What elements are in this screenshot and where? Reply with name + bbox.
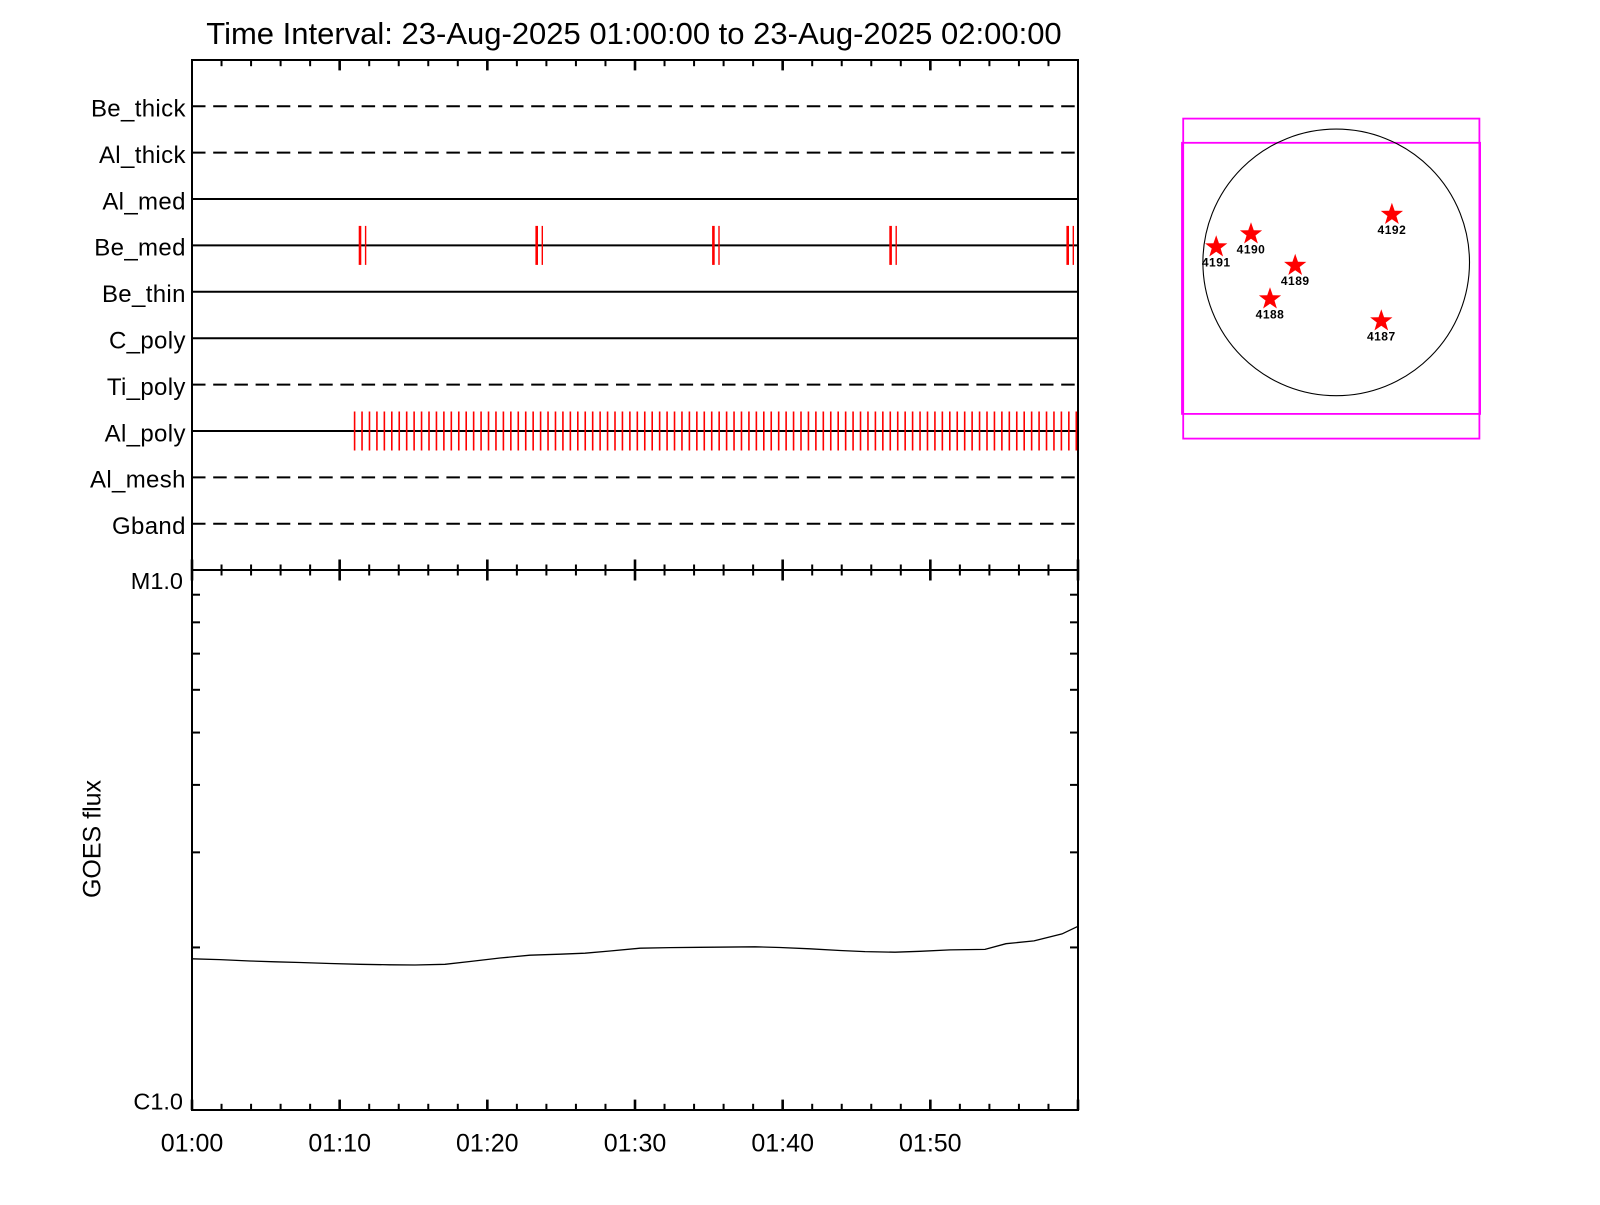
- svg-text:C_poly: C_poly: [109, 328, 186, 355]
- svg-text:Gband: Gband: [112, 513, 186, 540]
- svg-text:Be_thin: Be_thin: [102, 281, 186, 308]
- svg-text:Time Interval: 23-Aug-2025 01:: Time Interval: 23-Aug-2025 01:00:00 to 2…: [206, 16, 1061, 51]
- svg-text:Ti_poly: Ti_poly: [107, 374, 186, 401]
- svg-text:Al_poly: Al_poly: [105, 420, 186, 447]
- svg-text:01:10: 01:10: [308, 1130, 371, 1158]
- svg-text:01:00: 01:00: [161, 1130, 224, 1158]
- svg-text:01:30: 01:30: [604, 1130, 667, 1158]
- svg-text:Be_thick: Be_thick: [91, 96, 187, 123]
- svg-text:Al_thick: Al_thick: [99, 142, 186, 169]
- svg-text:M1.0: M1.0: [131, 568, 183, 594]
- svg-text:GOES flux: GOES flux: [79, 779, 107, 898]
- svg-text:01:20: 01:20: [456, 1130, 519, 1158]
- svg-text:4188: 4188: [1256, 308, 1285, 322]
- svg-text:01:50: 01:50: [899, 1130, 962, 1158]
- svg-text:C1.0: C1.0: [133, 1088, 183, 1114]
- svg-text:Be_med: Be_med: [94, 235, 186, 262]
- svg-text:4191: 4191: [1202, 256, 1231, 270]
- svg-text:01:40: 01:40: [751, 1130, 814, 1158]
- svg-text:Al_med: Al_med: [102, 188, 185, 215]
- svg-text:4190: 4190: [1237, 243, 1266, 257]
- svg-text:Al_mesh: Al_mesh: [90, 467, 186, 494]
- svg-text:4187: 4187: [1367, 330, 1396, 344]
- svg-text:4192: 4192: [1378, 223, 1407, 237]
- svg-text:4189: 4189: [1281, 274, 1310, 288]
